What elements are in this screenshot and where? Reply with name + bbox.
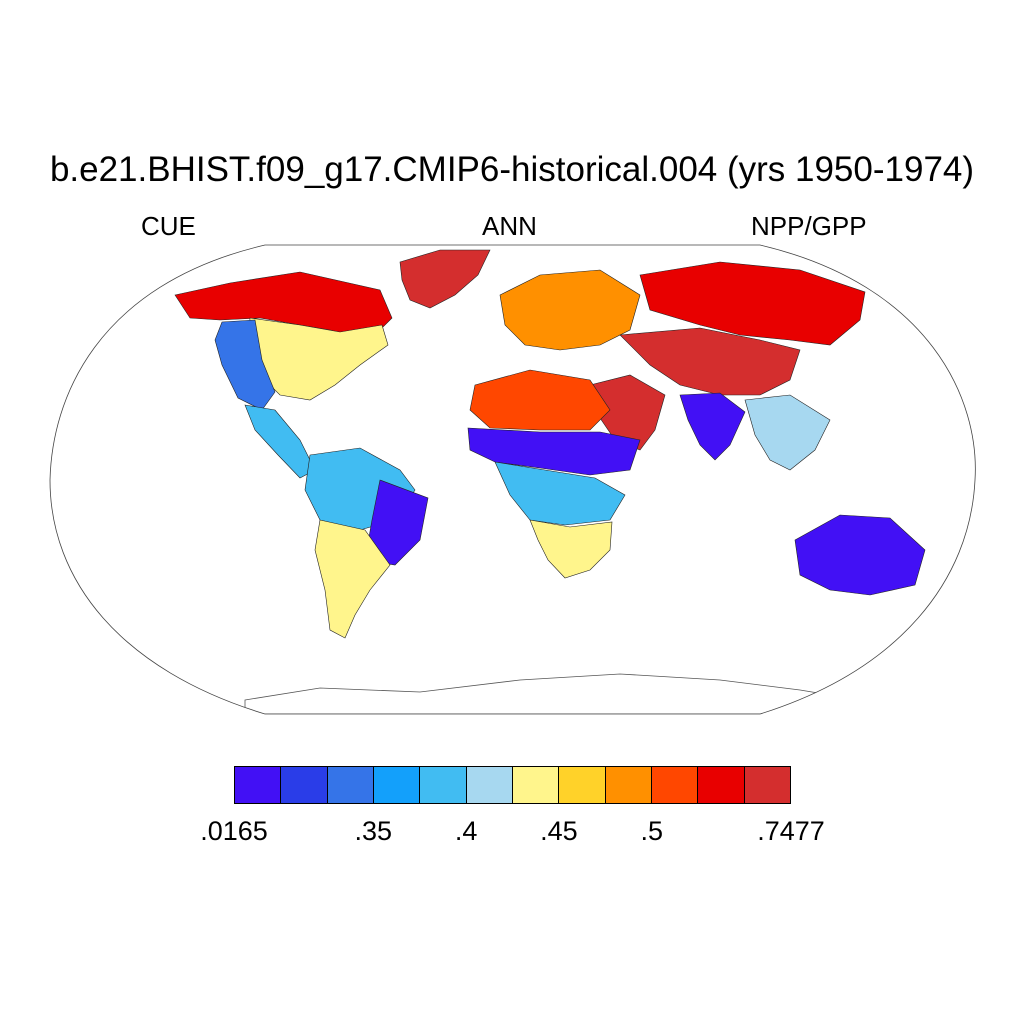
plot-title: b.e21.BHIST.f09_g17.CMIP6-historical.004…: [49, 150, 975, 189]
colorbar: [234, 766, 791, 804]
colorbar-label: .5: [640, 816, 664, 846]
center-string: ANN: [482, 211, 537, 241]
colorbar-label: .35: [354, 816, 393, 846]
colorbar-label: .45: [540, 816, 578, 846]
colorbar-box-9: [651, 767, 699, 803]
colorbar-box-4: [420, 767, 467, 803]
colorbar-box-0: [235, 767, 282, 803]
colorbar-label: .4: [454, 816, 478, 846]
australia: [794, 514, 926, 596]
southern-africa: [529, 519, 613, 579]
map-border: [49, 244, 976, 715]
colorbar-box-5: [466, 767, 513, 803]
colorbar-label: .0165: [200, 816, 268, 846]
colorbar-box-1: [281, 767, 328, 803]
central-africa: [494, 461, 626, 526]
colorbar-label: .7477: [757, 816, 825, 846]
india: [679, 392, 746, 461]
siberia: [639, 261, 866, 346]
colorbar-box-2: [327, 767, 374, 803]
right-string: NPP/GPP: [751, 211, 867, 241]
southeast-asia: [744, 394, 831, 471]
colorbar-box-11: [744, 767, 790, 803]
central-america: [244, 404, 316, 479]
southern-south-america: [314, 519, 391, 639]
central-asia: [619, 327, 801, 396]
greenland: [399, 249, 491, 309]
colorbar-box-10: [698, 767, 745, 803]
eastern-brazil: [364, 479, 429, 566]
middle-east: [589, 374, 666, 451]
colorbar-box-8: [605, 767, 652, 803]
colorbar-box-7: [559, 767, 606, 803]
sahara: [469, 369, 611, 431]
colorbar-box-6: [512, 767, 560, 803]
europe: [499, 269, 641, 351]
left-string: CUE: [141, 211, 196, 241]
antarctica: [244, 673, 861, 714]
sahel: [467, 427, 641, 476]
map-fill-layer: [174, 249, 926, 714]
colorbar-box-3: [373, 767, 421, 803]
